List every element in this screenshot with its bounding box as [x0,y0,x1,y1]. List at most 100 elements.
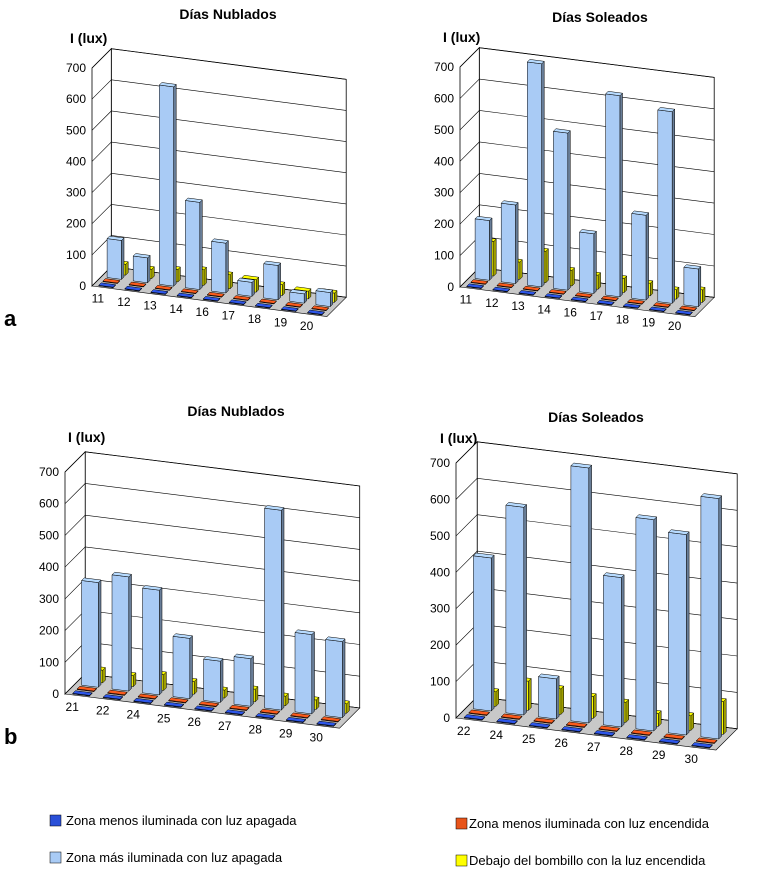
bar-top [168,697,189,703]
bar-front [132,255,148,284]
bar-top [492,286,511,292]
bar [630,729,653,737]
y-tick-label: 700 [434,60,454,74]
bar [132,253,151,284]
bar-top [466,283,485,289]
bar [198,701,220,708]
x-tick-label: 22 [96,704,110,718]
bar [667,529,690,736]
bar-side [515,201,519,285]
gridline [91,141,347,173]
bar-top [695,737,718,744]
bar [518,290,537,296]
bar-top [496,282,515,288]
x-tick-label: 18 [248,312,262,326]
bar-top [285,302,304,308]
bar [626,734,648,741]
bar-front [263,263,279,301]
bar-front [605,93,621,298]
x-tick-label: 19 [274,315,288,329]
bar [124,285,143,292]
x-tick-label: 13 [511,299,525,313]
bar-top [124,285,143,291]
bar-top [316,720,337,727]
bar-top [468,709,491,716]
legend-swatch [455,854,468,867]
bar-top [500,713,523,720]
bar-side [718,495,722,740]
bar [72,690,93,697]
bar [102,694,124,701]
bar-side [311,631,315,715]
bar-side [560,685,564,716]
bar-side [519,258,523,281]
bar-top [518,290,537,295]
bar-side [625,699,629,724]
y-tick-label: 300 [39,592,59,606]
x-tick-label: 22 [457,724,471,738]
bar-top [552,128,571,134]
bar-top [315,287,334,293]
bar [233,653,255,707]
bar-top [76,686,98,692]
bar-front [570,465,590,724]
bar-top [102,694,124,700]
plot-area: 0 100 200 300 400 500 600 700 11 12 13 14 16 17 18 19 20 [66,47,347,333]
bar-top [470,279,489,285]
x-tick-label: 28 [620,744,634,758]
bar-front [233,656,252,707]
x-tick-label: 29 [279,726,293,740]
x-tick-label: 19 [642,316,656,330]
bar-top [598,725,621,732]
bar [237,277,256,298]
bar-top [202,296,221,302]
bar-side [203,266,207,287]
bar-top [472,552,495,559]
bar [691,742,713,749]
gridline [91,110,347,142]
bar [290,712,311,719]
bar-front [505,504,525,716]
bar [700,493,723,740]
bar [254,302,273,309]
bar [570,296,589,303]
bar [107,689,128,697]
bar [280,306,299,313]
y-axis-label: I (lux) [70,30,107,46]
bar [635,514,658,732]
bar-side [250,655,254,707]
gridline [91,172,347,205]
bar [474,216,493,281]
y-tick-label: 300 [430,602,450,616]
x-tick-label: 17 [222,309,236,323]
bar-top [683,264,702,270]
bar-top [596,300,615,305]
bar-top [311,305,330,311]
bar-top [522,285,541,291]
y-tick-label: 600 [66,92,86,106]
x-tick-label: 11 [460,293,473,307]
bar [106,235,125,281]
bar-top [111,571,133,578]
bar [229,705,250,712]
bar-top [570,296,589,302]
bar-top [526,59,545,65]
bar-top [622,303,641,309]
bar-front [683,266,699,307]
chart-title: Días Nublados [187,403,284,419]
bar [674,309,693,316]
bar-top [537,673,560,680]
y-tick-label: 0 [447,280,454,294]
bar-top [102,278,121,284]
bar-side [545,248,549,284]
y-tick-label: 400 [66,154,86,168]
bar-side [588,464,592,724]
bar-top [658,738,681,744]
bar-top [206,291,225,297]
bar-side [199,199,203,291]
bar-top [674,309,693,315]
legend-swatch [49,851,62,864]
bar-side [723,698,727,736]
bar-top [700,493,723,499]
